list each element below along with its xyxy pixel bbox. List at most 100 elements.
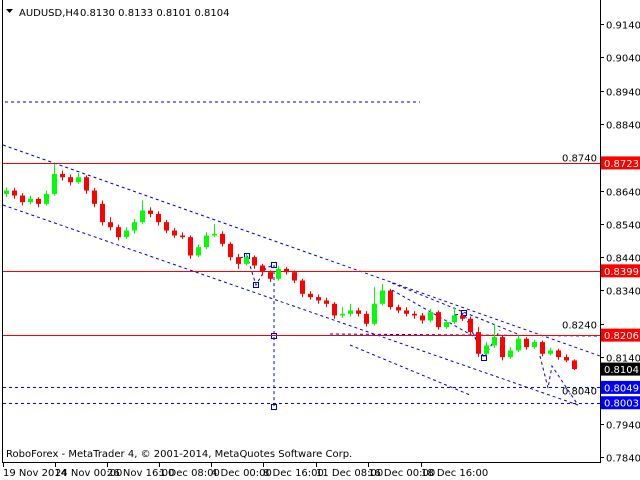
candle: [508, 347, 513, 359]
candle-body: [236, 257, 241, 264]
candle: [380, 283, 385, 306]
candle-body: [380, 290, 385, 304]
candle-body: [172, 230, 177, 236]
price-label: 0.8723: [604, 159, 639, 170]
candle-body: [500, 337, 505, 358]
candle-body: [212, 233, 217, 236]
price-label-box: [601, 380, 640, 394]
candle-body: [540, 342, 545, 354]
channel-line: [349, 344, 471, 396]
candle-body: [28, 198, 33, 203]
candle: [220, 231, 225, 247]
candle: [284, 267, 289, 275]
candle: [364, 311, 369, 327]
candle: [60, 170, 65, 181]
levels-layer: [3, 163, 600, 404]
candle: [212, 223, 217, 238]
candle: [172, 227, 177, 238]
candle-body: [12, 190, 17, 196]
candle-body: [412, 313, 417, 316]
candle: [44, 190, 49, 206]
price-labels-layer: 0.8723 0.8399 0.8206 0.8049 0.8003 0.8104: [601, 156, 640, 410]
candle-body: [52, 173, 57, 194]
candle: [4, 187, 9, 198]
candle-body: [164, 222, 169, 231]
candles-layer: [4, 163, 577, 371]
time-tick-label: 1 Dec 08:00: [159, 468, 220, 479]
price-tick-label: 0.7940: [606, 421, 640, 432]
candle: [36, 197, 41, 208]
candle: [340, 307, 345, 318]
price-tick-label: 0.8140: [606, 354, 640, 365]
candle-body: [220, 233, 225, 244]
candle-body: [308, 293, 313, 298]
candle-body: [124, 230, 129, 238]
candle: [100, 200, 105, 226]
candle-body: [396, 307, 401, 311]
zigzag-line: [239, 255, 275, 407]
candle-body: [196, 247, 201, 256]
candle: [388, 288, 393, 310]
candle: [140, 200, 145, 224]
candle: [260, 263, 265, 276]
candle-body: [332, 303, 337, 316]
candle: [84, 175, 89, 194]
price-tick-label: 0.8440: [606, 254, 640, 265]
candle-body: [100, 203, 105, 223]
price-label: 0.8206: [604, 331, 639, 342]
candle: [156, 211, 161, 226]
candle: [396, 304, 401, 314]
channel-line: [2, 144, 601, 357]
candle-body: [180, 235, 185, 238]
candle-body: [476, 332, 481, 354]
candle: [484, 342, 489, 356]
candle-body: [92, 190, 97, 204]
anchor-marker: [481, 355, 487, 361]
candle: [452, 307, 457, 324]
candle-body: [292, 272, 297, 281]
candle: [332, 302, 337, 319]
candle: [196, 244, 201, 258]
candle-body: [60, 173, 65, 178]
candle-body: [204, 235, 209, 248]
price-tick-label: 0.8340: [606, 287, 640, 298]
copyright-label: RoboForex - MetaTrader 4, © 2001-2014, M…: [6, 449, 352, 460]
candle: [116, 224, 121, 241]
candle: [532, 339, 537, 349]
candle: [132, 218, 137, 234]
price-axis: 0.9140 0.9040 0.8940 0.8840 0.8740 0.8640 0.85…: [562, 21, 640, 465]
candle: [572, 359, 577, 371]
candle: [308, 291, 313, 300]
candle: [252, 255, 257, 269]
candle-body: [188, 237, 193, 256]
candle-body: [228, 243, 233, 258]
candle: [412, 311, 417, 319]
price-tick-label: 0.8040: [562, 387, 597, 398]
candle-body: [436, 312, 441, 328]
current-price-label: 0.8104: [604, 365, 639, 376]
candle: [20, 193, 25, 206]
candle-body: [388, 290, 393, 308]
anchor-marker: [271, 262, 277, 268]
candle-body: [116, 227, 121, 238]
triangle-down-icon[interactable]: [6, 9, 13, 13]
candle-body: [428, 312, 433, 321]
price-label-box: [601, 156, 640, 170]
time-tick-label: 19 Nov 2014: [3, 468, 67, 479]
current-price-box: [601, 362, 640, 376]
candle: [292, 270, 297, 284]
symbol-label: AUDUSD,H4: [19, 8, 79, 19]
candle-body: [564, 357, 569, 361]
channel-line: [391, 282, 521, 336]
candle: [52, 163, 57, 196]
price-tick-label: 0.8240: [562, 321, 597, 332]
time-tick-label: 8 Dec 16:00: [263, 468, 324, 479]
candle: [428, 308, 433, 323]
price-label: 0.8049: [604, 383, 639, 394]
candle: [164, 219, 169, 234]
candle-body: [284, 268, 289, 273]
anchor-marker: [271, 404, 277, 410]
